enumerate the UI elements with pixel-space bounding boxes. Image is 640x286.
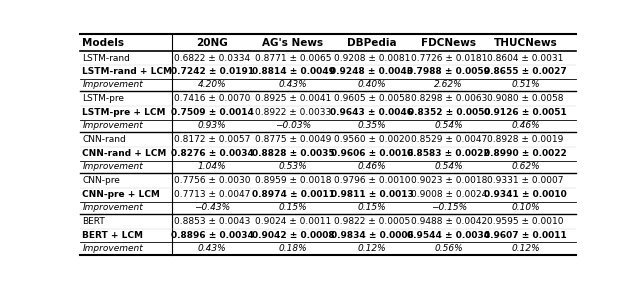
Text: 0.9341 ± 0.0010: 0.9341 ± 0.0010 [484, 190, 567, 199]
Text: 0.6822 ± 0.0334: 0.6822 ± 0.0334 [174, 53, 250, 63]
Text: 0.8352 ± 0.0050: 0.8352 ± 0.0050 [408, 108, 490, 117]
Text: 2.62%: 2.62% [435, 80, 463, 90]
Text: CNN-pre + LCM: CNN-pre + LCM [83, 190, 161, 199]
Text: 0.9248 ± 0.0043: 0.9248 ± 0.0043 [330, 67, 413, 76]
Text: 0.9331 ± 0.0007: 0.9331 ± 0.0007 [488, 176, 564, 185]
Text: AG's News: AG's News [262, 38, 324, 48]
Text: 0.62%: 0.62% [511, 162, 540, 171]
Text: 0.35%: 0.35% [358, 121, 386, 130]
Text: BERT + LCM: BERT + LCM [83, 231, 143, 240]
Text: CNN-pre: CNN-pre [83, 176, 120, 185]
Text: 0.8604 ± 0.0031: 0.8604 ± 0.0031 [488, 53, 564, 63]
Text: 0.9024 ± 0.0011: 0.9024 ± 0.0011 [255, 217, 331, 226]
Text: 0.8771 ± 0.0065: 0.8771 ± 0.0065 [255, 53, 332, 63]
Text: DBPedia: DBPedia [347, 38, 397, 48]
Text: 0.9008 ± 0.0024: 0.9008 ± 0.0024 [411, 190, 487, 199]
Text: 0.9023 ± 0.0018: 0.9023 ± 0.0018 [411, 176, 487, 185]
Text: 0.9822 ± 0.0005: 0.9822 ± 0.0005 [334, 217, 410, 226]
Text: 0.43%: 0.43% [278, 80, 307, 90]
Text: 0.9544 ± 0.0034: 0.9544 ± 0.0034 [407, 231, 490, 240]
Text: 0.9042 ± 0.0008: 0.9042 ± 0.0008 [252, 231, 334, 240]
Text: 0.9560 ± 0.0020: 0.9560 ± 0.0020 [333, 135, 410, 144]
Text: THUCNews: THUCNews [494, 38, 557, 48]
Text: FDCNews: FDCNews [421, 38, 476, 48]
Text: CNN-rand: CNN-rand [83, 135, 126, 144]
Text: 0.8172 ± 0.0057: 0.8172 ± 0.0057 [174, 135, 250, 144]
Text: 0.43%: 0.43% [198, 244, 227, 253]
Text: 0.8529 ± 0.0047: 0.8529 ± 0.0047 [411, 135, 487, 144]
Text: 0.9595 ± 0.0010: 0.9595 ± 0.0010 [488, 217, 564, 226]
Text: 0.9643 ± 0.0046: 0.9643 ± 0.0046 [330, 108, 413, 117]
Text: Improvement: Improvement [83, 80, 143, 90]
Text: 0.8828 ± 0.0035: 0.8828 ± 0.0035 [252, 149, 334, 158]
Text: Improvement: Improvement [83, 203, 143, 212]
Text: 0.7509 ± 0.0014: 0.7509 ± 0.0014 [171, 108, 253, 117]
Text: 0.18%: 0.18% [278, 244, 307, 253]
Text: 4.20%: 4.20% [198, 80, 227, 90]
Text: 0.8853 ± 0.0043: 0.8853 ± 0.0043 [174, 217, 250, 226]
Text: Improvement: Improvement [83, 244, 143, 253]
Text: 0.8922 ± 0.0033: 0.8922 ± 0.0033 [255, 108, 331, 117]
Text: 0.7242 ± 0.0191: 0.7242 ± 0.0191 [171, 67, 253, 76]
Text: CNN-rand + LCM: CNN-rand + LCM [83, 149, 167, 158]
Text: 0.9796 ± 0.0010: 0.9796 ± 0.0010 [333, 176, 410, 185]
Text: 0.93%: 0.93% [198, 121, 227, 130]
Text: 0.15%: 0.15% [278, 203, 307, 212]
Text: LSTM-pre + LCM: LSTM-pre + LCM [83, 108, 166, 117]
Text: 0.40%: 0.40% [358, 80, 386, 90]
Text: 0.8990 ± 0.0022: 0.8990 ± 0.0022 [484, 149, 567, 158]
Text: 0.54%: 0.54% [435, 121, 463, 130]
Text: 0.7756 ± 0.0030: 0.7756 ± 0.0030 [174, 176, 250, 185]
Text: 0.51%: 0.51% [511, 80, 540, 90]
Text: 0.8276 ± 0.0034: 0.8276 ± 0.0034 [171, 149, 253, 158]
Text: 0.9811 ± 0.0013: 0.9811 ± 0.0013 [330, 190, 413, 199]
Text: 0.8775 ± 0.0049: 0.8775 ± 0.0049 [255, 135, 332, 144]
Text: LSTM-rand: LSTM-rand [83, 53, 131, 63]
Text: 0.7726 ± 0.0181: 0.7726 ± 0.0181 [411, 53, 487, 63]
Text: 0.9606 ± 0.0016: 0.9606 ± 0.0016 [331, 149, 413, 158]
Text: 20NG: 20NG [196, 38, 228, 48]
Text: 0.10%: 0.10% [511, 203, 540, 212]
Text: 0.9607 ± 0.0011: 0.9607 ± 0.0011 [484, 231, 567, 240]
Text: 0.46%: 0.46% [511, 121, 540, 130]
Text: Improvement: Improvement [83, 162, 143, 171]
Text: 0.8298 ± 0.0063: 0.8298 ± 0.0063 [411, 94, 487, 104]
Text: 1.04%: 1.04% [198, 162, 227, 171]
Text: 0.12%: 0.12% [358, 244, 386, 253]
Text: 0.12%: 0.12% [511, 244, 540, 253]
Text: 0.15%: 0.15% [358, 203, 386, 212]
Text: 0.8655 ± 0.0027: 0.8655 ± 0.0027 [484, 67, 567, 76]
Text: 0.7416 ± 0.0070: 0.7416 ± 0.0070 [174, 94, 250, 104]
Text: 0.9080 ± 0.0058: 0.9080 ± 0.0058 [488, 94, 564, 104]
Text: −0.15%: −0.15% [431, 203, 467, 212]
Text: 0.9126 ± 0.0051: 0.9126 ± 0.0051 [484, 108, 567, 117]
Text: 0.56%: 0.56% [435, 244, 463, 253]
Text: 0.7713 ± 0.0047: 0.7713 ± 0.0047 [174, 190, 250, 199]
Text: 0.8925 ± 0.0041: 0.8925 ± 0.0041 [255, 94, 331, 104]
Text: 0.8974 ± 0.0011: 0.8974 ± 0.0011 [252, 190, 335, 199]
Text: LSTM-pre: LSTM-pre [83, 94, 124, 104]
Text: 0.8928 ± 0.0019: 0.8928 ± 0.0019 [488, 135, 564, 144]
Text: 0.8896 ± 0.0034: 0.8896 ± 0.0034 [171, 231, 253, 240]
Text: 0.8959 ± 0.0018: 0.8959 ± 0.0018 [255, 176, 332, 185]
Text: 0.9605 ± 0.0058: 0.9605 ± 0.0058 [333, 94, 410, 104]
Text: 0.46%: 0.46% [358, 162, 386, 171]
Text: 0.8814 ± 0.0049: 0.8814 ± 0.0049 [252, 67, 335, 76]
Text: Improvement: Improvement [83, 121, 143, 130]
Text: 0.7988 ± 0.0059: 0.7988 ± 0.0059 [407, 67, 490, 76]
Text: LSTM-rand + LCM: LSTM-rand + LCM [83, 67, 173, 76]
Text: 0.9834 ± 0.0006: 0.9834 ± 0.0006 [330, 231, 413, 240]
Text: 0.9208 ± 0.0081: 0.9208 ± 0.0081 [333, 53, 410, 63]
Text: −0.03%: −0.03% [275, 121, 311, 130]
Text: 0.53%: 0.53% [278, 162, 307, 171]
Text: 0.8583 ± 0.0022: 0.8583 ± 0.0022 [408, 149, 490, 158]
Text: 0.9488 ± 0.0042: 0.9488 ± 0.0042 [411, 217, 487, 226]
Text: BERT: BERT [83, 217, 105, 226]
Text: Models: Models [83, 38, 124, 48]
Text: 0.54%: 0.54% [435, 162, 463, 171]
Text: −0.43%: −0.43% [194, 203, 230, 212]
